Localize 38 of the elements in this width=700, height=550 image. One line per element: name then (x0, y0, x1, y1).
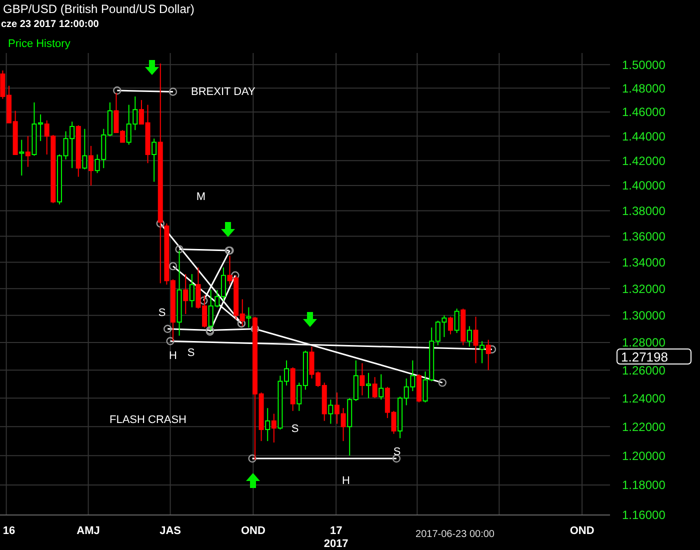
y-tick-label: 1.24000 (622, 391, 666, 406)
annotation: S (291, 422, 299, 435)
y-tick-label: 1.46000 (622, 105, 666, 120)
y-tick-label: 1.22000 (622, 420, 666, 434)
y-tick-label: 1.16000 (622, 508, 666, 522)
annotation: H (342, 474, 350, 487)
y-tick-label: 1.48000 (622, 81, 666, 96)
x-tick-label: JAS (160, 525, 181, 537)
x-tick-label: 17 2017 (324, 525, 348, 550)
y-tick-label: 1.30000 (622, 308, 666, 323)
y-tick-label: 1.36000 (622, 230, 666, 244)
annotation: S (393, 446, 401, 458)
chart-title: GBP/USD (British Pound/US Dollar) (3, 2, 194, 16)
x-tick-label: AMJ (76, 525, 100, 537)
x-tick-label: 16 (2, 525, 16, 537)
annotation: S (158, 306, 166, 319)
y-tick-label: 1.38000 (622, 204, 666, 218)
y-tick-label: 1.18000 (622, 478, 666, 492)
annotation: S (187, 346, 195, 359)
annotation: BREXIT DAY (191, 86, 256, 98)
text: Price History (8, 38, 71, 50)
annotation: H (169, 350, 178, 362)
chart-subtitle: cze 23 2017 12:00:00 (1, 19, 100, 30)
y-tick-label: 1.40000 (622, 178, 666, 193)
y-tick-label: 1.26000 (622, 363, 666, 378)
y-tick-label: 1.20000 (622, 448, 666, 463)
y-tick-label: 1.42000 (622, 154, 666, 168)
annotation: M (196, 190, 206, 203)
y-tick-label: 1.32000 (622, 282, 666, 296)
annotation: FLASH CRASH (109, 414, 187, 426)
x-tick-label: OND (570, 525, 594, 537)
text: 2017-06-23 00:00 (416, 529, 495, 540)
y-tick-label: 1.44000 (622, 129, 666, 144)
y-tick-label: 1.50000 (622, 58, 666, 72)
y-tick-label: 1.28000 (622, 336, 666, 350)
text: 1.27198 (621, 350, 668, 365)
y-tick-label: 1.34000 (622, 255, 666, 270)
x-tick-label: OND (240, 525, 266, 537)
